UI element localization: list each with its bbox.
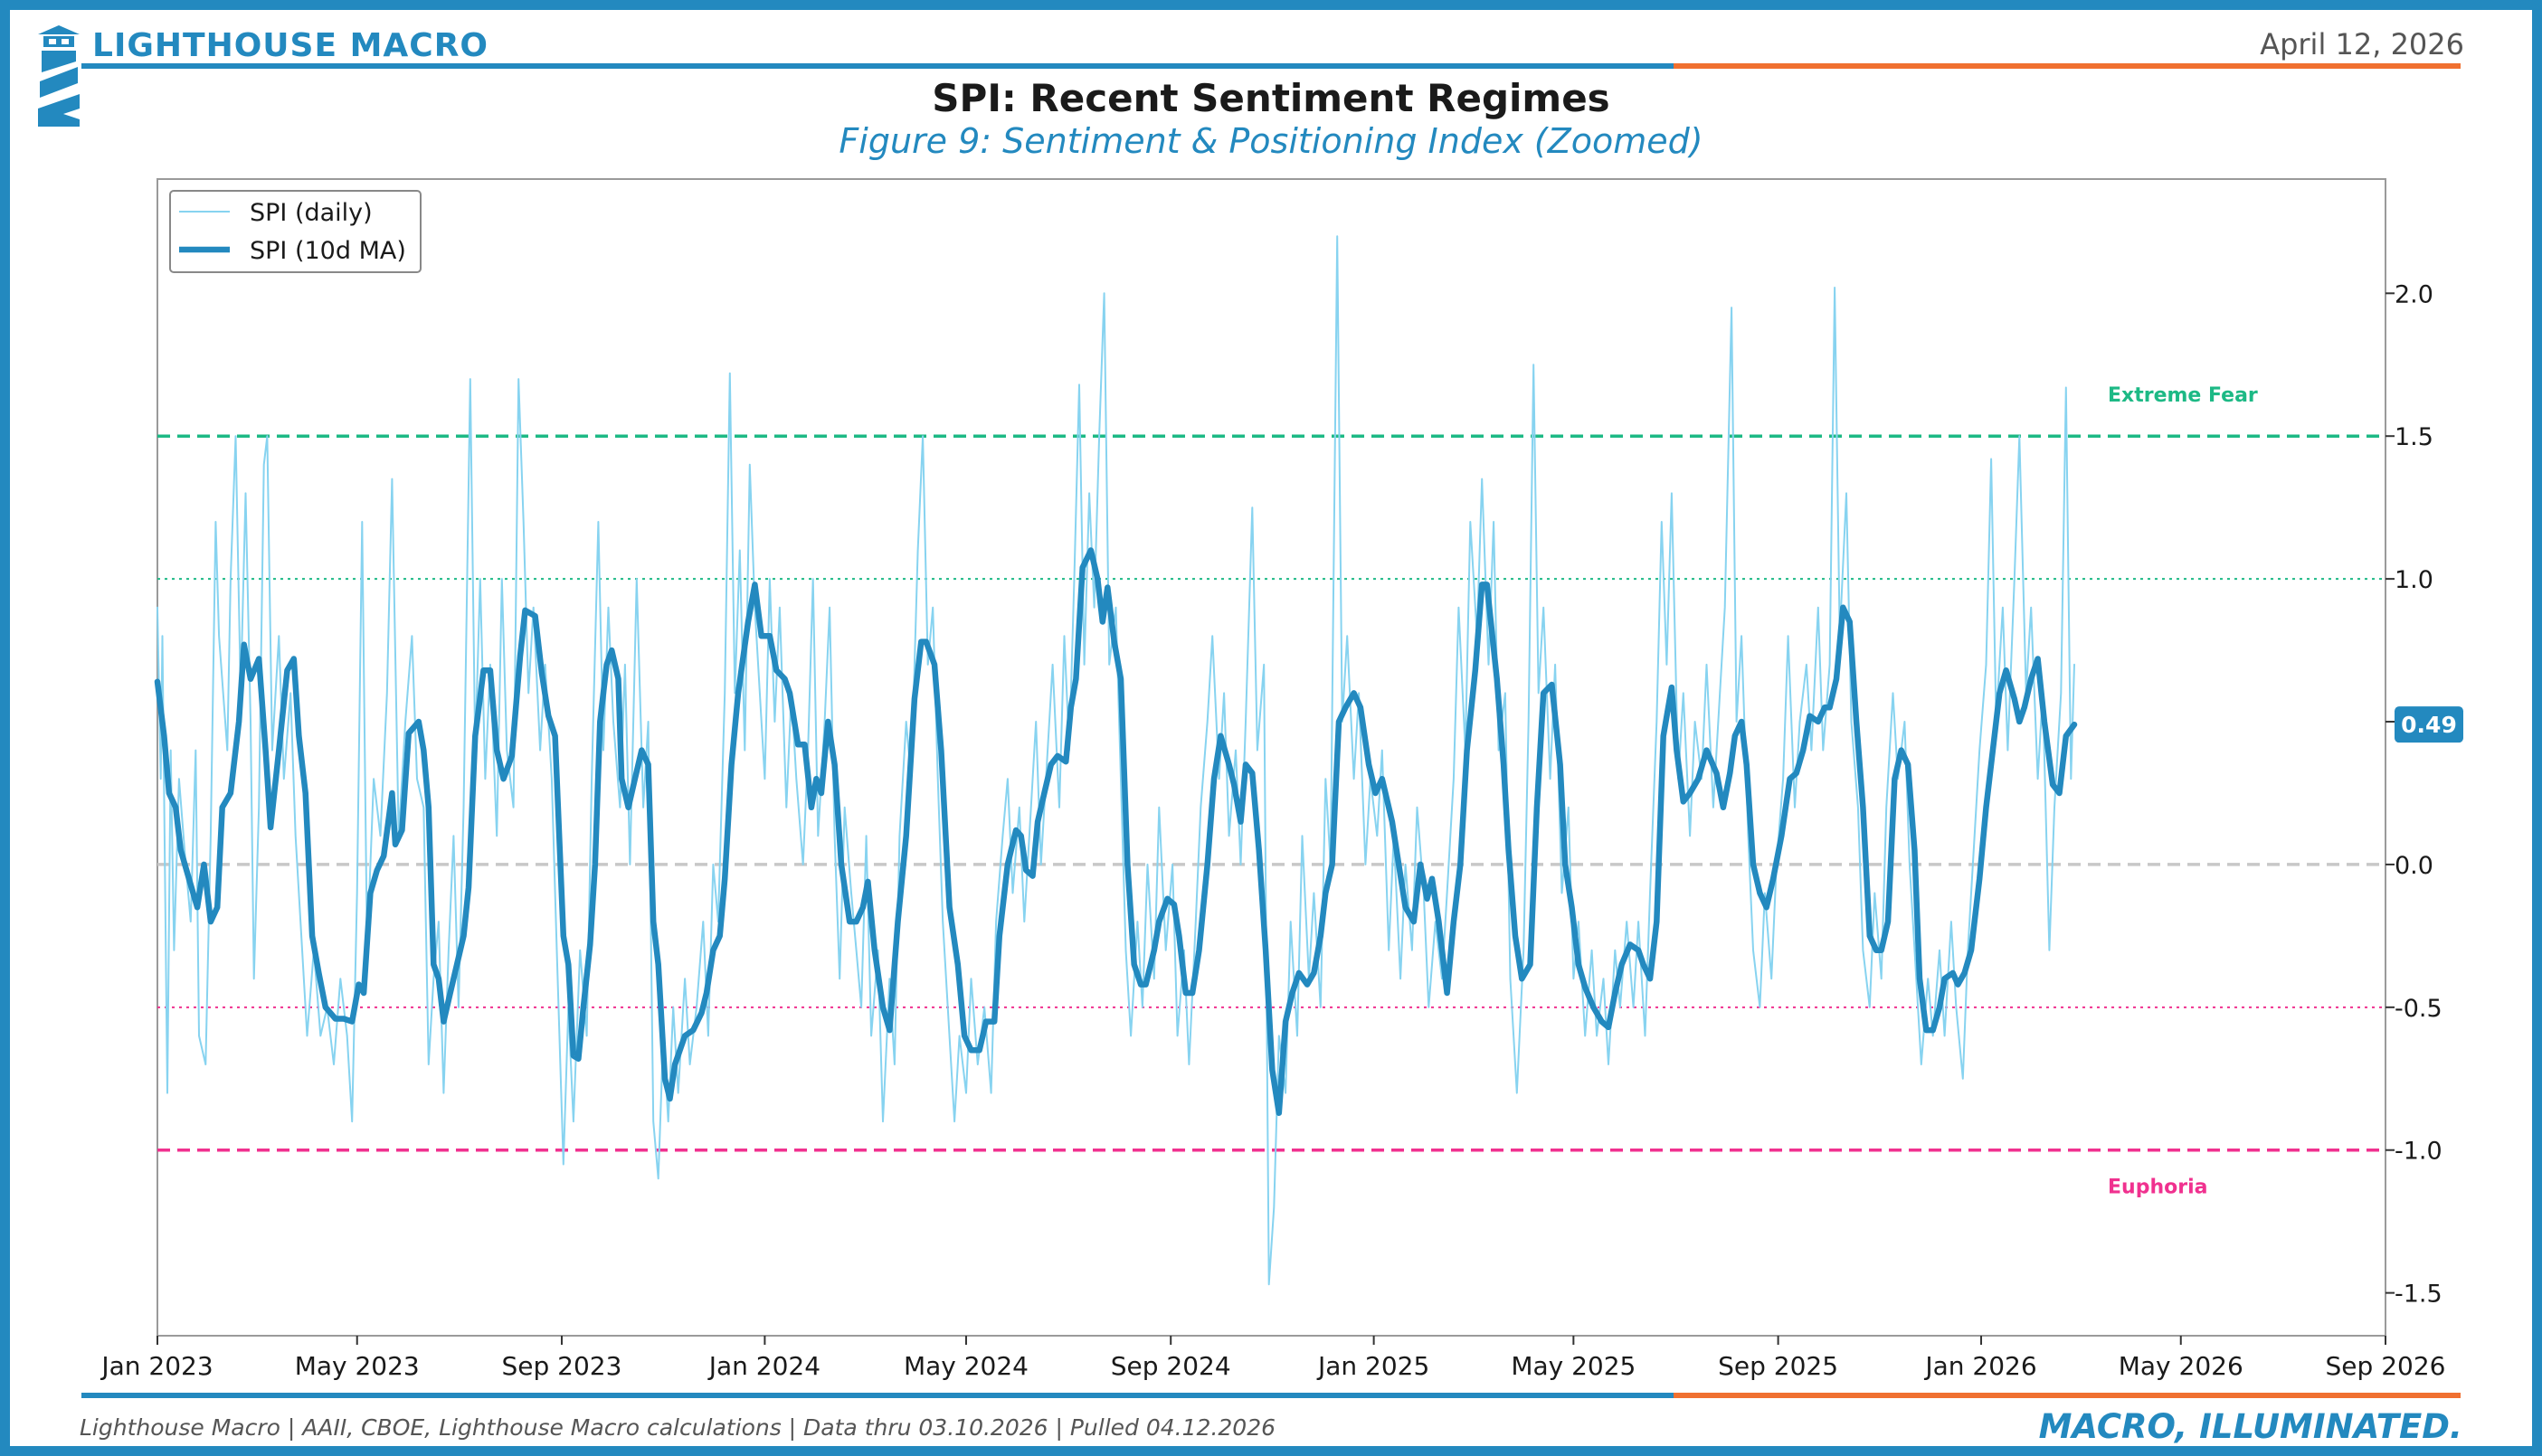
x-tick-label: Sep 2025 (1718, 1351, 1838, 1381)
header-rule-orange (1674, 63, 2461, 69)
x-tick-label: May 2025 (1511, 1351, 1636, 1381)
x-tick-label: May 2024 (904, 1351, 1029, 1381)
y-tick-label: 1.0 (2395, 566, 2433, 594)
report-date: April 12, 2026 (2260, 27, 2464, 61)
reference-label: Euphoria (2108, 1177, 2207, 1199)
last-value-label: 0.49 (2401, 712, 2457, 738)
chart-title: SPI: Recent Sentiment Regimes (932, 76, 1610, 120)
reference-label: Extreme Fear (2108, 384, 2258, 407)
y-tick-label: -1.5 (2395, 1281, 2442, 1309)
footer-rule-orange (1674, 1393, 2461, 1398)
plot-area (157, 178, 2386, 1337)
source-note: Lighthouse Macro | AAII, CBOE, Lighthous… (80, 1414, 1276, 1441)
legend-label: SPI (10d MA) (250, 237, 406, 265)
y-tick-label: -0.5 (2395, 995, 2442, 1023)
y-tick-label: 2.0 (2395, 280, 2433, 308)
legend-box (169, 190, 422, 273)
chart-subtitle: Figure 9: Sentiment & Positioning Index … (839, 121, 1703, 161)
tagline: MACRO, ILLUMINATED. (2038, 1407, 2462, 1446)
y-tick-label: 1.5 (2395, 423, 2433, 451)
brand-name: LIGHTHOUSE MACRO (92, 27, 489, 64)
x-tick-label: Jan 2025 (1316, 1351, 1429, 1381)
header-rule-blue (81, 63, 1674, 69)
x-tick-label: Jan 2026 (1923, 1351, 2036, 1381)
legend-label: SPI (daily) (250, 199, 373, 227)
x-tick-label: Jan 2024 (707, 1351, 820, 1381)
x-tick-label: May 2026 (2119, 1351, 2243, 1381)
last-value-badge (2395, 706, 2463, 743)
y-tick-label: 0.0 (2395, 852, 2433, 880)
x-tick-label: Jan 2023 (100, 1351, 213, 1381)
series-line-ma (154, 547, 2078, 1116)
x-tick-label: May 2023 (295, 1351, 420, 1381)
y-tick-label: -1.0 (2395, 1138, 2442, 1166)
x-tick-label: Sep 2023 (502, 1351, 622, 1381)
lighthouse-logo-icon (38, 25, 80, 127)
series-line-daily (157, 235, 2075, 1286)
footer-rule-blue (81, 1393, 1674, 1398)
x-tick-label: Sep 2026 (2326, 1351, 2446, 1381)
x-tick-label: Sep 2024 (1111, 1351, 1231, 1381)
